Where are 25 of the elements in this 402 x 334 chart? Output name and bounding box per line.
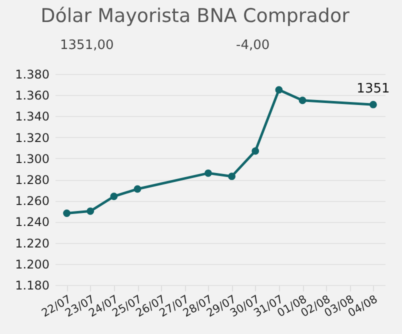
point	[298, 96, 306, 104]
text: 1351,00	[60, 38, 114, 53]
text: -4,00	[236, 38, 270, 53]
y-tick-label: 1.380	[15, 68, 50, 82]
y-tick-label: 1.320	[15, 130, 50, 145]
y-tick-label: 1.300	[15, 152, 50, 166]
y-tick-label: 1.180	[15, 278, 50, 292]
point	[275, 86, 283, 94]
y-tick-label: 1.240	[15, 215, 50, 230]
y-tick-label: 1.340	[15, 110, 50, 124]
y-tick-label: 1.200	[15, 257, 50, 272]
y-tick-label: 1.280	[15, 173, 50, 187]
chart-title: Dólar Mayorista BNA Comprador	[40, 5, 350, 27]
point	[86, 207, 94, 215]
data-label: 1351	[356, 82, 390, 97]
point	[134, 185, 142, 193]
y-tick-label: 1.260	[15, 194, 50, 208]
point	[204, 169, 212, 177]
point	[252, 147, 260, 155]
y-tick-label: 1.220	[15, 236, 50, 250]
y-tick-label: 1.360	[15, 88, 50, 103]
point	[370, 100, 377, 108]
point	[228, 172, 236, 180]
point	[63, 210, 70, 217]
point	[110, 192, 118, 200]
